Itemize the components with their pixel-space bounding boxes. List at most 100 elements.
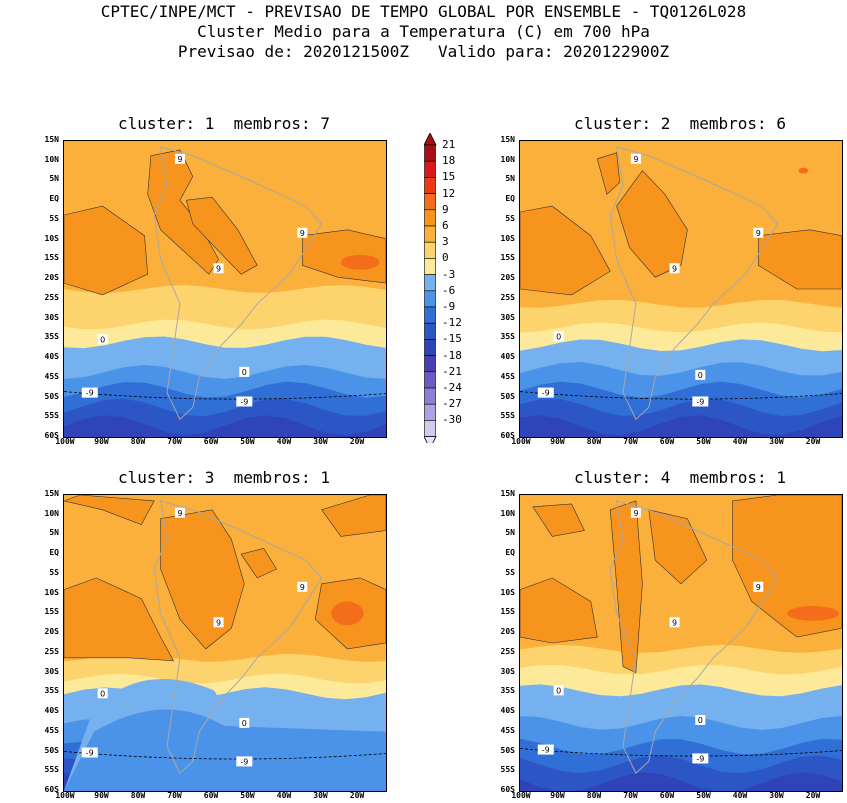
latitude-label: 40S bbox=[500, 352, 515, 362]
longitude-label: 20W bbox=[349, 437, 365, 446]
warm-region bbox=[160, 509, 245, 650]
contour-label: -9 bbox=[236, 396, 253, 406]
colorbar-label: -27 bbox=[442, 397, 462, 411]
latitude-label: 55S bbox=[500, 411, 515, 421]
header-line-2: Cluster Medio para a Temperatura (C) em … bbox=[197, 22, 650, 41]
latitude-label: 60S bbox=[44, 785, 59, 794]
svg-text:0: 0 bbox=[100, 689, 105, 698]
contour-label: 9 bbox=[174, 153, 185, 164]
latitude-label: 50S bbox=[44, 391, 59, 401]
warm-region bbox=[616, 170, 688, 278]
svg-text:9: 9 bbox=[633, 509, 638, 518]
colorbar-swatch bbox=[424, 387, 436, 405]
svg-text:0: 0 bbox=[100, 335, 105, 344]
latitude-label: 45S bbox=[44, 725, 59, 735]
colorbar-label: 0 bbox=[442, 251, 449, 265]
svg-text:-9: -9 bbox=[696, 754, 704, 763]
south-america-outline bbox=[609, 146, 779, 421]
svg-text:0: 0 bbox=[698, 716, 703, 725]
latitude-label: 60S bbox=[44, 431, 59, 440]
contour-label: 0 bbox=[553, 331, 564, 342]
warm-region bbox=[240, 547, 277, 579]
colorbar-label: 18 bbox=[442, 154, 456, 168]
svg-text:9: 9 bbox=[756, 229, 761, 238]
latitude-label: 35S bbox=[44, 332, 59, 342]
warm-region bbox=[321, 495, 386, 537]
temperature-band bbox=[520, 415, 842, 437]
longitude-label: 100W bbox=[55, 791, 75, 800]
latitude-label: 15N bbox=[44, 135, 59, 144]
colorbar-label: -18 bbox=[442, 348, 462, 362]
longitude-label: 60W bbox=[659, 791, 675, 800]
colorbar-swatch bbox=[424, 355, 436, 373]
latitude-label: 20S bbox=[500, 627, 515, 637]
temperature-band bbox=[520, 755, 842, 791]
warm-region bbox=[186, 196, 258, 275]
latitude-label: 10S bbox=[44, 587, 59, 597]
contour-label: 9 bbox=[297, 227, 308, 238]
contour-label: -9 bbox=[81, 387, 98, 398]
warm-region bbox=[302, 229, 386, 284]
latitude-label: 55S bbox=[44, 765, 59, 775]
latitude-label: 25S bbox=[44, 292, 59, 302]
latitude-label: 10S bbox=[500, 233, 515, 243]
latitude-label: EQ bbox=[49, 548, 59, 558]
panel-title: cluster: 3 membros: 1 bbox=[118, 468, 330, 487]
svg-text:9: 9 bbox=[756, 583, 761, 592]
longitude-label: 50W bbox=[240, 437, 255, 446]
svg-text:0: 0 bbox=[556, 686, 561, 695]
latitude-label: 50S bbox=[500, 745, 515, 755]
svg-text:9: 9 bbox=[633, 155, 638, 164]
latitude-label: 45S bbox=[44, 371, 59, 381]
longitude-label: 20W bbox=[349, 791, 365, 800]
latitude-label: 35S bbox=[44, 686, 59, 696]
warm-region bbox=[732, 495, 842, 638]
latitude-label: 40S bbox=[44, 352, 59, 362]
latitude-label: 30S bbox=[500, 666, 515, 676]
south-america-outline bbox=[153, 146, 323, 421]
latitude-label: 40S bbox=[44, 706, 59, 716]
panel-title: cluster: 2 membros: 6 bbox=[574, 114, 786, 133]
colorbar-label: 12 bbox=[442, 186, 456, 200]
contour-label: 9 bbox=[297, 581, 308, 592]
colorbar-swatch bbox=[424, 225, 436, 243]
colorbar-label: -9 bbox=[442, 300, 456, 313]
longitude-label: 40W bbox=[732, 437, 748, 446]
warm-region bbox=[596, 152, 621, 195]
longitude-label: 30W bbox=[769, 791, 784, 800]
longitude-label: 20W bbox=[805, 437, 821, 446]
contour-label: 9 bbox=[630, 153, 641, 164]
longitude-label: 70W bbox=[623, 791, 638, 800]
latitude-label: 10N bbox=[500, 154, 515, 164]
longitude-label: 100W bbox=[511, 791, 531, 800]
svg-text:9: 9 bbox=[672, 618, 677, 627]
latitude-label: 10S bbox=[44, 233, 59, 243]
colorbar-swatch bbox=[424, 274, 436, 292]
longitude-label: 40W bbox=[276, 791, 292, 800]
svg-text:0: 0 bbox=[556, 332, 561, 341]
latitude-label: 5S bbox=[49, 567, 59, 577]
longitude-label: 60W bbox=[203, 437, 219, 446]
longitude-label: 70W bbox=[623, 437, 638, 446]
latitude-label: EQ bbox=[49, 194, 59, 204]
svg-text:-9: -9 bbox=[542, 389, 550, 398]
longitude-label: 100W bbox=[511, 437, 531, 446]
latitude-label: 20S bbox=[500, 273, 515, 283]
svg-text:9: 9 bbox=[300, 583, 305, 592]
longitude-label: 50W bbox=[696, 791, 711, 800]
contour-label: -9 bbox=[692, 396, 709, 406]
svg-text:9: 9 bbox=[216, 618, 221, 627]
hot-core bbox=[798, 167, 809, 174]
contour-label: 9 bbox=[753, 581, 764, 592]
warm-region bbox=[64, 495, 155, 525]
south-america-outline bbox=[609, 500, 779, 775]
latitude-label: 5N bbox=[49, 174, 59, 184]
latitude-label: 15N bbox=[500, 489, 515, 498]
warm-region bbox=[532, 503, 585, 537]
latitude-label: 10N bbox=[44, 508, 59, 518]
contour-label: 0 bbox=[239, 366, 250, 377]
longitude-label: 80W bbox=[586, 791, 602, 800]
south-america-outline bbox=[153, 500, 323, 775]
contour-label: -9 bbox=[537, 744, 554, 755]
contour-label: 0 bbox=[97, 334, 108, 345]
